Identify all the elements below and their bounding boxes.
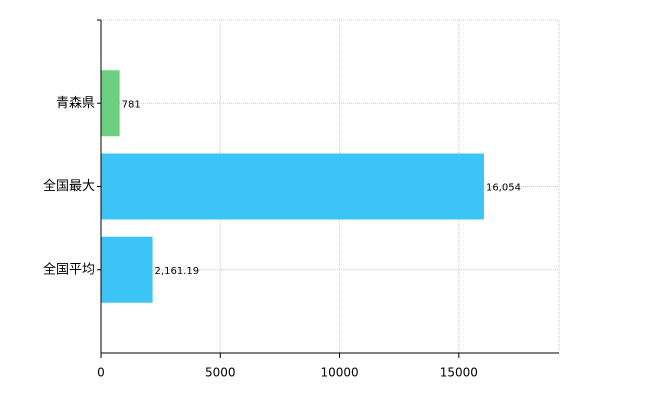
x-tick-label: 15000 xyxy=(440,366,478,380)
x-tick-label: 5000 xyxy=(205,366,236,380)
y-tick-label: 青森県 xyxy=(56,96,95,111)
value-label: 781 xyxy=(122,99,141,110)
y-tick-label: 全国平均 xyxy=(43,261,95,277)
x-tick-label: 10000 xyxy=(320,366,358,380)
bar xyxy=(101,236,153,303)
bar xyxy=(101,153,484,220)
x-tick-label: 0 xyxy=(97,366,105,380)
y-tick-label: 全国最大 xyxy=(43,178,95,194)
bar xyxy=(101,70,120,137)
value-label: 2,161.19 xyxy=(155,266,200,277)
value-label: 16,054 xyxy=(486,183,521,194)
